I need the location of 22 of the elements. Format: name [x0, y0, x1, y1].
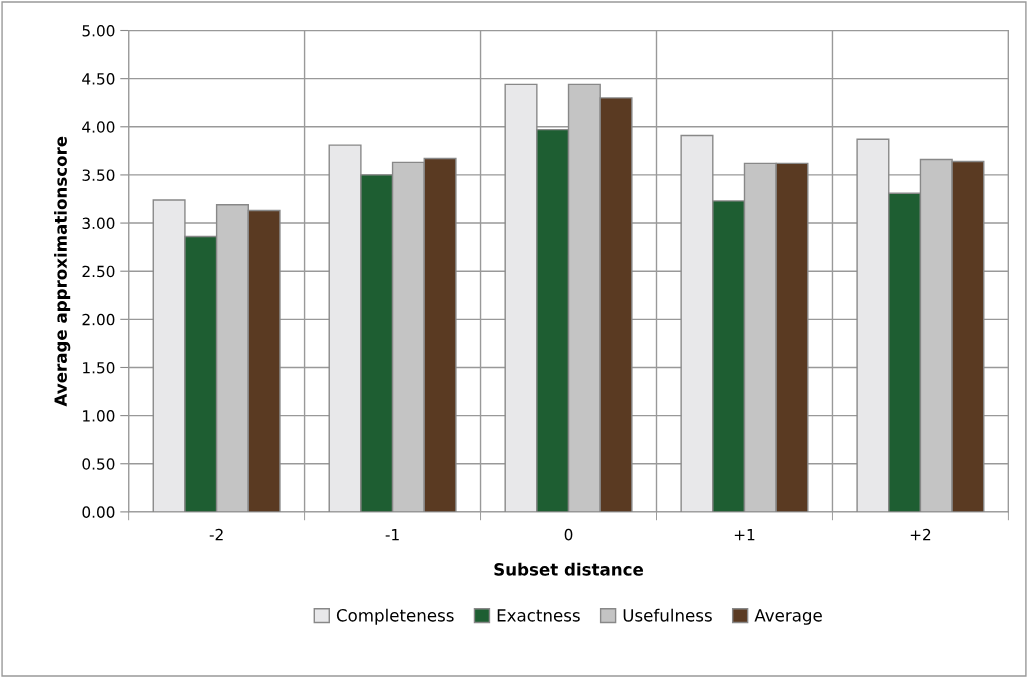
legend-label: Average — [754, 609, 822, 625]
y-tick-label: 0.50 — [82, 458, 115, 470]
y-tick-label: 2.00 — [82, 313, 115, 326]
x-tick-label: -2 — [209, 528, 223, 541]
legend-label: Completeness — [336, 608, 454, 625]
x-tick-label: 0 — [564, 528, 573, 541]
y-axis-title: Average approximationscore — [54, 136, 71, 407]
y-tick-label: 5.00 — [82, 24, 115, 37]
x-tick-label: -1 — [385, 529, 399, 541]
y-tick-label: 3.00 — [82, 217, 115, 230]
y-tick-label: 1.00 — [83, 410, 115, 422]
y-tick-label: 3.50 — [82, 169, 115, 181]
x-tick-label: +2 — [910, 528, 931, 541]
legend-label: Exactness — [497, 609, 580, 622]
x-axis-title: Subset distance — [494, 562, 644, 576]
y-tick-label: 4.00 — [82, 121, 115, 133]
y-tick-label: 2.50 — [82, 265, 115, 278]
legend-label: Usefulness — [623, 608, 712, 622]
x-tick-label: +1 — [734, 529, 755, 541]
y-tick-label: 1.50 — [83, 361, 115, 374]
y-tick-label: 0.00 — [82, 506, 115, 518]
y-tick-label: 4.50 — [82, 73, 115, 85]
